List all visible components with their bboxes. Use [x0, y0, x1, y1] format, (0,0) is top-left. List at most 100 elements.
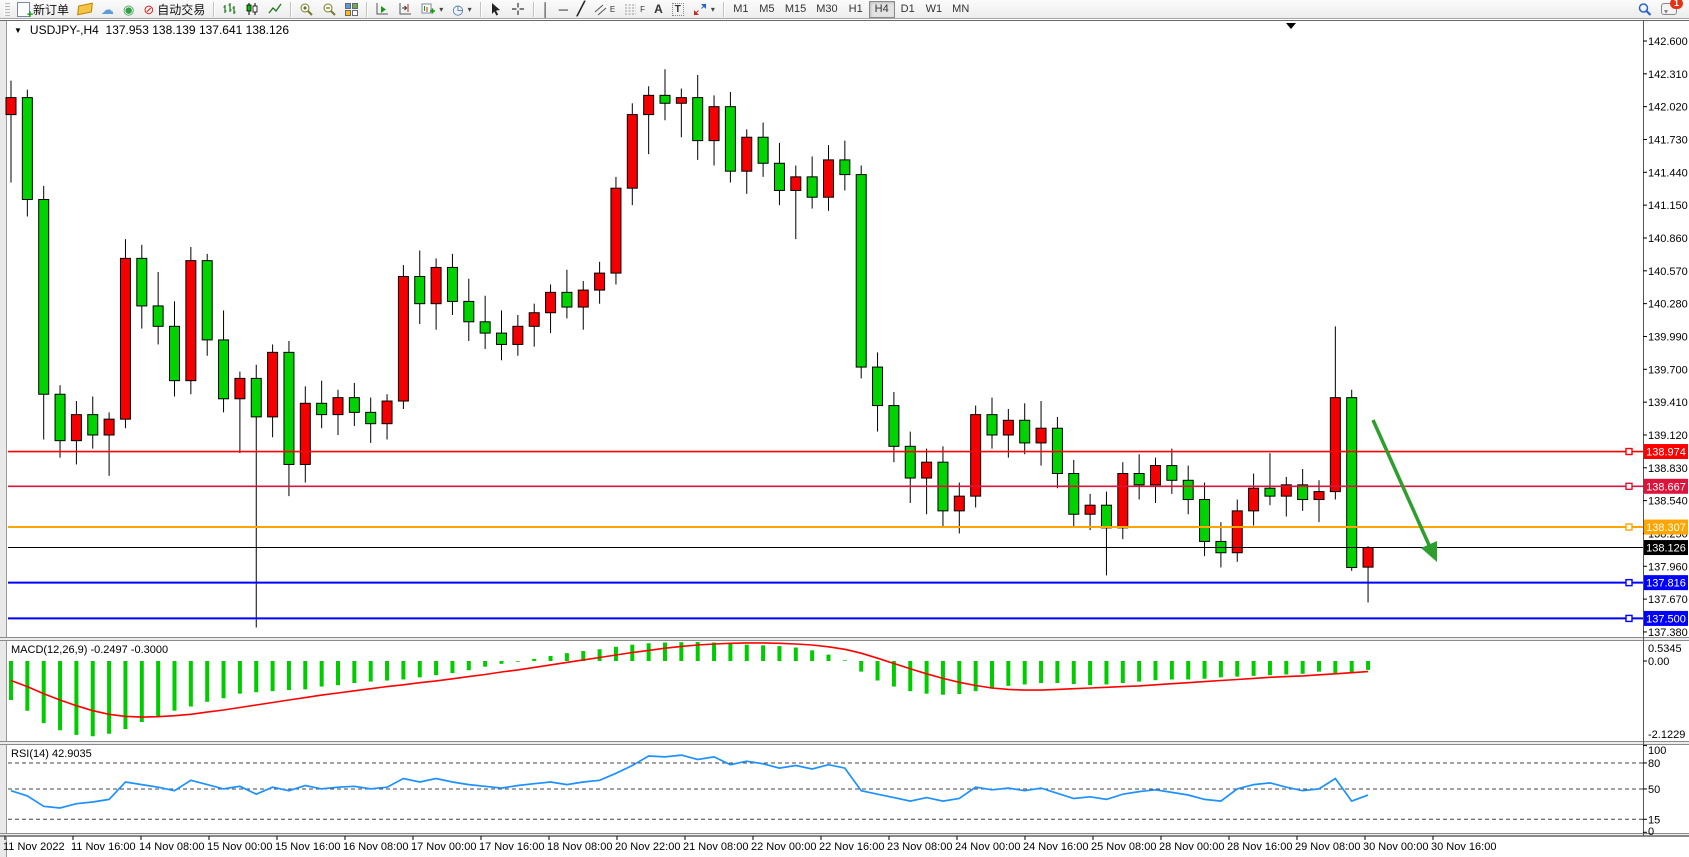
collapse-triangle-icon[interactable]: ▼ — [14, 25, 22, 35]
svg-text:0: 0 — [1648, 826, 1654, 838]
timeframe-H4[interactable]: H4 — [868, 0, 895, 18]
svg-text:20 Nov 22:00: 20 Nov 22:00 — [615, 841, 680, 853]
vertical-line-icon: │ — [541, 1, 550, 17]
svg-text:16 Nov 08:00: 16 Nov 08:00 — [343, 841, 408, 853]
level-lines[interactable]: 138.974 138.667 138.307 138.126 137.816 137.5… — [8, 444, 1688, 626]
svg-text:141.730: 141.730 — [1648, 134, 1688, 146]
new-order-icon: + — [17, 1, 33, 20]
search-icon — [1638, 2, 1652, 16]
left-splitter[interactable] — [0, 20, 7, 857]
price-shift-marker-icon[interactable] — [1286, 23, 1296, 29]
timeframe-M15[interactable]: M15 — [780, 1, 811, 18]
svg-text:24 Nov 00:00: 24 Nov 00:00 — [955, 841, 1020, 853]
cursor-icon — [491, 3, 500, 16]
timeframe-M5[interactable]: M5 — [754, 1, 780, 18]
timeframe-W1[interactable]: W1 — [921, 1, 948, 18]
bar-chart-button[interactable] — [218, 1, 240, 18]
new-order-label: 新订单 — [33, 2, 70, 17]
svg-text:138.126: 138.126 — [1646, 543, 1686, 555]
svg-text:138.307: 138.307 — [1646, 522, 1686, 534]
tile-windows-icon — [345, 2, 359, 16]
tile-windows-button[interactable] — [341, 1, 362, 18]
notification-badge: 1 — [1670, 0, 1683, 9]
time-axis[interactable]: 11 Nov 2022 11 Nov 16:00 14 Nov 08:00 15 No… — [3, 836, 1496, 853]
svg-text:28 Nov 00:00: 28 Nov 00:00 — [1159, 841, 1224, 853]
crosshair-button[interactable] — [507, 1, 529, 18]
label-button[interactable]: T — [668, 1, 688, 18]
arrow-object[interactable] — [1371, 419, 1437, 562]
cloud-icon: ☁ — [101, 1, 115, 17]
cursor-button[interactable] — [485, 1, 506, 18]
text-icon: A — [654, 2, 663, 16]
vertical-line-button[interactable]: │ — [538, 1, 554, 18]
line-chart-button[interactable] — [264, 1, 286, 18]
price-chart[interactable]: 142.600 142.310 142.020 141.730 141.440 141.1… — [0, 20, 1689, 857]
eraser-icon — [77, 2, 93, 16]
svg-text:11 Nov 2022: 11 Nov 2022 — [3, 841, 65, 853]
fibonacci-icon — [625, 4, 637, 14]
svg-text:137.500: 137.500 — [1646, 613, 1686, 625]
chart-symbol: USDJPY-,H4 — [29, 23, 99, 37]
new-chart-button[interactable]: ▾ — [417, 1, 447, 18]
svg-text:18 Nov 08:00: 18 Nov 08:00 — [547, 841, 612, 853]
period-button[interactable]: ◷ ▾ — [448, 1, 475, 18]
svg-text:138.540: 138.540 — [1648, 496, 1688, 508]
timeframe-H1[interactable]: H1 — [843, 1, 869, 18]
chevron-down-icon: ▾ — [467, 4, 472, 14]
svg-text:141.440: 141.440 — [1648, 167, 1688, 179]
svg-text:141.150: 141.150 — [1648, 200, 1688, 212]
bar-chart-icon — [223, 3, 236, 14]
chart-title: ▼ USDJPY-,H4 137.953 138.139 137.641 138… — [14, 23, 289, 37]
auto-scroll-icon — [376, 3, 389, 15]
svg-text:138.974: 138.974 — [1646, 447, 1686, 459]
timeframe-group: M1 M5 M15 M30 H1 H4 D1 W1 MN — [728, 0, 974, 18]
svg-text:50: 50 — [1648, 784, 1660, 796]
channel-button[interactable]: E — [590, 1, 619, 18]
timeframe-M1[interactable]: M1 — [728, 1, 754, 18]
svg-text:139.700: 139.700 — [1648, 364, 1688, 376]
zoom-out-button[interactable] — [318, 1, 340, 18]
rsi-label: RSI(14) 42.9035 — [11, 748, 92, 760]
svg-text:138.667: 138.667 — [1646, 481, 1686, 493]
horizontal-line-button[interactable]: ─ — [555, 1, 572, 18]
signals-button[interactable]: ◉ — [119, 1, 138, 18]
separator — [722, 1, 724, 17]
styles-button[interactable] — [74, 1, 96, 18]
svg-text:11 Nov 16:00: 11 Nov 16:00 — [71, 841, 136, 853]
svg-text:22 Nov 16:00: 22 Nov 16:00 — [819, 841, 884, 853]
arrows-button[interactable]: ▾ — [689, 1, 719, 18]
svg-text:25 Nov 08:00: 25 Nov 08:00 — [1091, 841, 1156, 853]
timeframe-D1[interactable]: D1 — [895, 1, 921, 18]
zoom-in-button[interactable] — [295, 1, 317, 18]
search-button[interactable] — [1633, 1, 1656, 18]
fibonacci-button[interactable]: F — [620, 1, 649, 18]
toolbar-grip[interactable] — [4, 2, 10, 16]
text-button[interactable]: A — [650, 1, 667, 18]
svg-text:23 Nov 08:00: 23 Nov 08:00 — [887, 841, 952, 853]
horizontal-line-icon: ─ — [558, 1, 568, 17]
chat-button[interactable]: 1 — [1657, 0, 1683, 18]
candlestick-chart-button[interactable] — [241, 1, 263, 18]
community-button[interactable]: ☁ — [97, 1, 118, 18]
timeframe-MN[interactable]: MN — [947, 1, 974, 18]
auto-trading-button[interactable]: ⊘ 自动交易 — [139, 1, 209, 18]
svg-text:100: 100 — [1648, 745, 1666, 757]
trendline-button[interactable]: ╱ — [573, 1, 589, 18]
svg-text:17 Nov 16:00: 17 Nov 16:00 — [479, 841, 544, 853]
svg-text:137.670: 137.670 — [1648, 594, 1688, 606]
new-order-button[interactable]: + 新订单 — [13, 1, 73, 20]
auto-scroll-button[interactable] — [371, 1, 393, 18]
crosshair-icon — [511, 3, 524, 15]
chart-shift-button[interactable] — [394, 1, 416, 18]
macd-label: MACD(12,26,9) -0.2497 -0.3000 — [11, 644, 168, 656]
price-axis[interactable]: 142.600 142.310 142.020 141.730 141.440 141.1… — [1643, 36, 1688, 639]
clock-icon: ◷ — [452, 1, 464, 17]
svg-text:139.120: 139.120 — [1648, 430, 1688, 442]
fibonacci-letter: F — [640, 4, 646, 14]
chevron-down-icon: ▾ — [710, 4, 715, 14]
zoom-in-icon — [300, 3, 313, 16]
timeframe-M30[interactable]: M30 — [811, 1, 842, 18]
svg-text:140.280: 140.280 — [1648, 299, 1688, 311]
